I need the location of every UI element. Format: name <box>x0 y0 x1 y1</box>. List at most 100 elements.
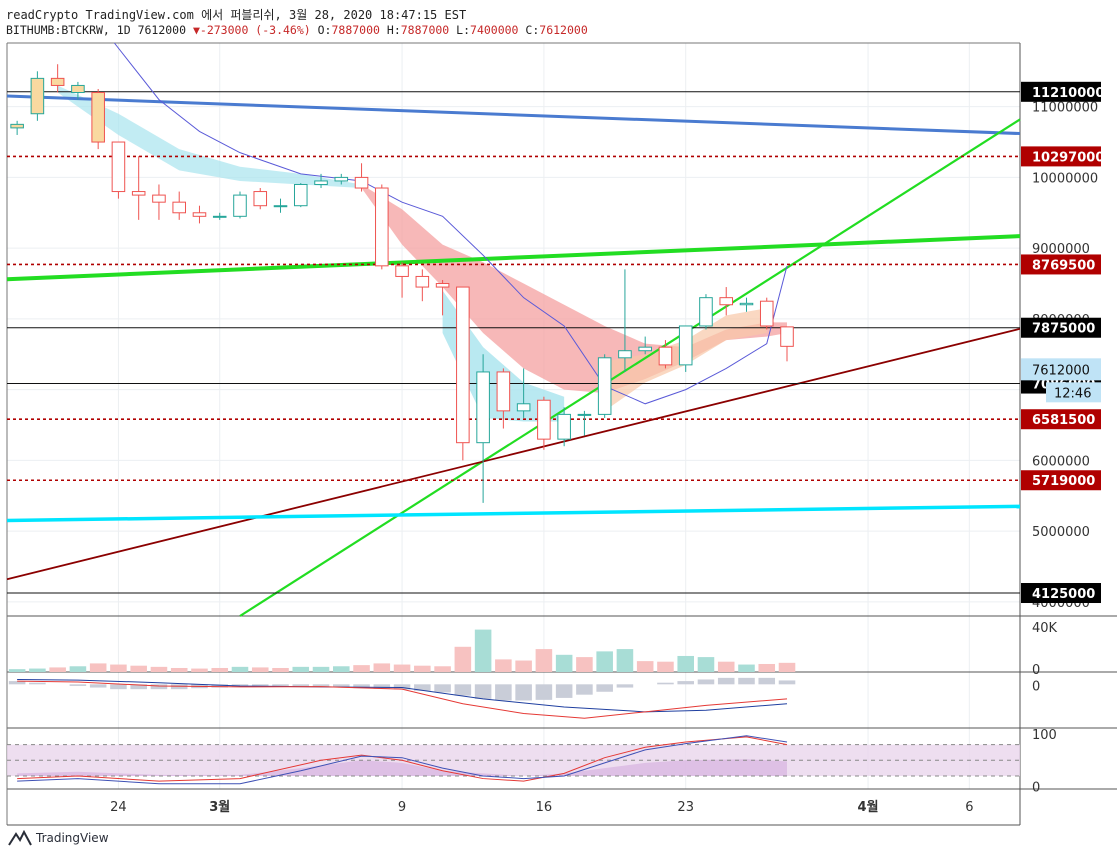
candle-body <box>192 212 207 217</box>
low-value: 7400000 <box>470 23 519 37</box>
high-label: H: <box>386 23 401 37</box>
trendline-darkred <box>6 327 1021 581</box>
close-label: C: <box>525 23 540 37</box>
macd-signal-line <box>17 680 788 719</box>
macd-histogram-bar <box>738 677 755 685</box>
macd-histogram-bar <box>29 682 46 685</box>
time-axis-tick-label: 24 <box>110 800 127 815</box>
macd-histogram-bar <box>758 677 776 685</box>
macd-histogram-bar <box>555 684 573 698</box>
time-axis-tick-label: 3월 <box>209 799 230 815</box>
volume-bar <box>110 664 127 672</box>
symbol-ohlc-bar: BITHUMB:BTCKRW, 1D 7612000 ▼-273000 (-3.… <box>6 23 588 37</box>
price-axis-tick-label: 11000000 <box>1032 101 1098 116</box>
price-line-label: 5719000 <box>1032 474 1095 489</box>
macd-histogram-bar <box>150 684 168 690</box>
close-value: 7612000 <box>539 23 588 37</box>
price-axis-tick-label: 5000000 <box>1032 525 1090 540</box>
stoch-area <box>17 759 788 776</box>
volume-bar <box>170 667 188 672</box>
candle-body <box>415 275 430 288</box>
macd-histogram-bar <box>778 680 796 685</box>
symbol-label: BITHUMB:BTCKRW, 1D <box>6 23 131 37</box>
macd-histogram-bar <box>211 684 229 688</box>
tradingview-logo-icon <box>8 830 32 846</box>
volume-bar <box>333 666 350 672</box>
volume-bar <box>596 651 613 672</box>
tradingview-brand[interactable]: TradingView <box>8 830 109 846</box>
candle-body <box>597 357 612 415</box>
macd-histogram-bar <box>393 684 411 690</box>
candle-body <box>71 84 85 94</box>
macd-line <box>17 678 788 713</box>
macd-histogram-bar <box>353 684 370 689</box>
volume-bar <box>535 649 553 672</box>
macd-histogram-bar <box>657 682 674 685</box>
volume-bar <box>251 667 269 672</box>
candle-body <box>638 346 652 352</box>
ema-ribbon-upper-cyan <box>57 85 362 189</box>
volume-bar <box>393 664 411 672</box>
volume-bar <box>353 665 370 672</box>
macd-histogram-bar <box>130 684 147 690</box>
volume-bar <box>130 665 147 672</box>
volume-bar <box>778 662 796 672</box>
macd-histogram-bar <box>272 684 289 687</box>
macd-histogram-bar <box>373 684 391 689</box>
current-price-label: 7612000 <box>1032 363 1090 378</box>
macd-histogram-bar <box>110 684 127 690</box>
candle-body <box>476 371 490 444</box>
time-axis-tick-label: 4월 <box>858 799 879 815</box>
volume-bar <box>231 666 249 672</box>
price-line-label-box <box>1021 81 1101 102</box>
candle-body <box>456 286 470 444</box>
candle-body <box>739 302 754 306</box>
macd-axis-tick-label: 0 <box>1032 679 1040 694</box>
volume-bar <box>414 665 431 672</box>
trendline-green <box>239 118 1021 617</box>
volume-axis-tick-label: 0 <box>1032 663 1040 678</box>
ema-ribbon-lower-cyan <box>442 290 565 422</box>
volume-bar <box>69 666 87 672</box>
macd-histogram-bar <box>515 684 532 701</box>
last-price: 7612000 <box>137 23 187 37</box>
time-axis-tick-label: 23 <box>677 800 694 815</box>
volume-bar <box>292 666 310 672</box>
candle-body <box>678 325 693 366</box>
trendline-green <box>6 234 1021 282</box>
volume-bar <box>758 663 776 672</box>
volume-bar <box>717 661 735 672</box>
macd-histogram-bar <box>434 684 451 693</box>
price-chart[interactable]: 1100000010000000900000080000006000000500… <box>0 0 1117 830</box>
candle-body <box>719 297 734 306</box>
macd-histogram-bar <box>170 684 188 690</box>
candle-body <box>314 180 328 185</box>
volume-bar <box>677 655 694 672</box>
macd-histogram-bar <box>89 684 107 688</box>
macd-histogram-bar <box>454 684 472 696</box>
candle-body <box>516 403 531 412</box>
candle-body <box>253 191 268 207</box>
time-axis-tick-label: 6 <box>965 800 973 815</box>
price-change: -273000 (-3.46%) <box>199 23 311 37</box>
volume-bar <box>8 669 26 672</box>
volume-bar <box>373 663 391 672</box>
candle-body <box>557 413 571 440</box>
volume-bar <box>211 667 229 672</box>
volume-bar <box>434 666 451 672</box>
current-price-label-box <box>1021 358 1101 381</box>
macd-histogram-bar <box>8 681 26 685</box>
candle-body <box>10 123 24 129</box>
volume-bar <box>636 661 654 672</box>
stoch-d-line <box>17 735 788 785</box>
price-line-label: 10297000 <box>1032 150 1104 165</box>
candle-body <box>759 300 774 327</box>
open-value: 7887000 <box>331 23 380 37</box>
price-line-label-box <box>1021 470 1101 491</box>
macd-histogram-bar <box>69 684 87 686</box>
candle-body <box>131 191 146 196</box>
volume-bar <box>616 649 634 672</box>
candle-body <box>577 413 592 416</box>
price-line-label-box <box>1021 409 1101 430</box>
price-axis-tick-label: 9000000 <box>1032 242 1090 257</box>
